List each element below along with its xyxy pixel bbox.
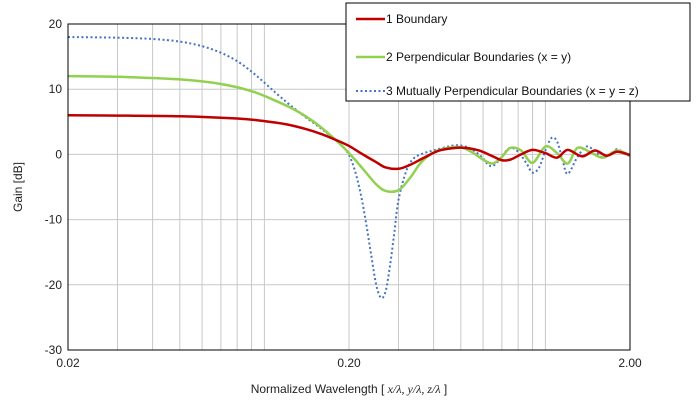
series-1-boundary-line [67, 114, 631, 171]
y-tick-label: -30 [45, 343, 63, 357]
legend-label-1-boundary: 1 Boundary [386, 12, 447, 26]
x-axis-title-variables: x/λ, y/λ, z/λ [387, 382, 441, 396]
x-tick-label: 0.20 [337, 356, 361, 370]
y-tick-label: 0 [55, 147, 62, 161]
y-tick-labels: 20 10 0 -10 -20 -30 [45, 17, 63, 357]
y-tick-label: -20 [45, 278, 63, 292]
y-tick-label: 20 [49, 17, 63, 31]
x-axis-title-prefix: Normalized Wavelength [ [251, 382, 388, 396]
x-axis-title-suffix: ] [441, 382, 448, 396]
legend-label-2-perpendicular: 2 Perpendicular Boundaries (x = y) [386, 50, 571, 64]
series-layer [67, 36, 631, 300]
series-3-mutually-perpendicular-line [67, 36, 631, 300]
legend: 1 Boundary 2 Perpendicular Boundaries (x… [345, 2, 691, 102]
x-tick-labels: 0.02 0.20 2.00 [56, 356, 642, 370]
y-axis-title: Gain [dB] [11, 162, 25, 212]
legend-label-3-mutually-perpendicular: 3 Mutually Perpendicular Boundaries (x =… [386, 84, 639, 98]
y-tick-label: 10 [49, 82, 63, 96]
legend-box [345, 2, 691, 102]
x-tick-label: 2.00 [618, 356, 642, 370]
x-tick-label: 0.02 [56, 356, 80, 370]
x-axis-title: Normalized Wavelength [ x/λ, y/λ, z/λ ] [251, 382, 448, 396]
y-tick-label: -10 [45, 213, 63, 227]
